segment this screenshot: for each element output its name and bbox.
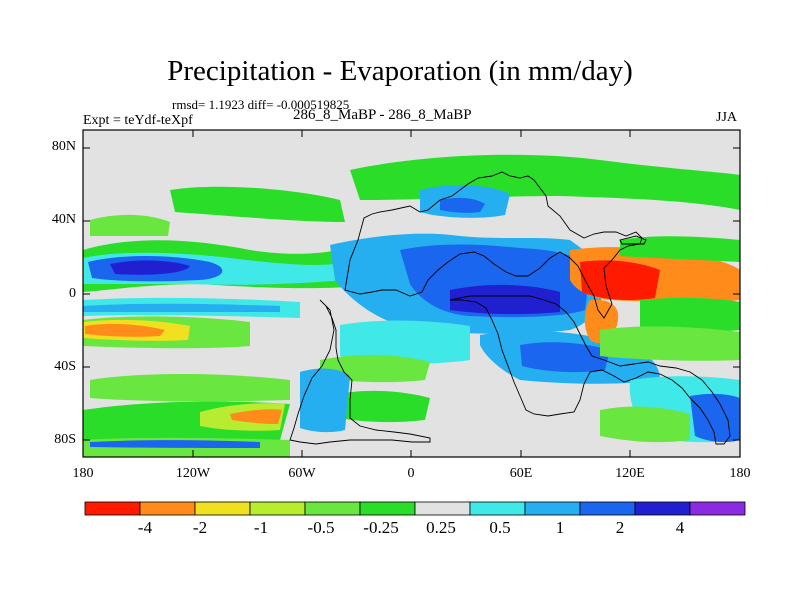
colorbar-box bbox=[469, 501, 526, 516]
colorbar-label: 0.5 bbox=[489, 518, 511, 537]
colorbar-box bbox=[579, 501, 636, 516]
field-region bbox=[90, 374, 290, 402]
colorbar-box bbox=[194, 501, 251, 516]
field-region bbox=[83, 303, 280, 312]
colorbar-box bbox=[524, 501, 581, 516]
lon-label: 120W bbox=[175, 466, 211, 481]
colorbar-box bbox=[249, 501, 306, 516]
lat-label: 0 bbox=[69, 286, 76, 301]
continent-outline bbox=[289, 299, 431, 445]
colorbar-box bbox=[689, 501, 746, 516]
field-region bbox=[580, 260, 660, 300]
field-region bbox=[600, 326, 740, 361]
colorbar-box bbox=[304, 501, 361, 516]
colorbar-label: -0.5 bbox=[307, 518, 335, 537]
field-region bbox=[170, 186, 345, 222]
field-region bbox=[340, 320, 470, 364]
colorbar-label: 2 bbox=[615, 518, 625, 537]
field-region bbox=[440, 197, 485, 213]
field-region bbox=[90, 214, 170, 236]
lon-label: 60E bbox=[509, 466, 533, 481]
field-region bbox=[230, 409, 282, 424]
map-field bbox=[83, 130, 740, 457]
colorbar-label: 1 bbox=[555, 518, 565, 537]
lon-ticks bbox=[192, 130, 631, 457]
lat-label: 80N bbox=[51, 139, 76, 154]
field-region bbox=[620, 236, 740, 262]
lat-label: 40S bbox=[54, 359, 76, 374]
lat-label: 40N bbox=[51, 212, 76, 227]
colorbar-box bbox=[139, 501, 196, 516]
season-label: JJA bbox=[716, 110, 738, 125]
colorbar-box bbox=[84, 501, 141, 516]
lat-ticks bbox=[83, 147, 740, 441]
colorbar bbox=[84, 501, 746, 516]
colorbar-label: -2 bbox=[192, 518, 208, 537]
lon-label: 120E bbox=[615, 466, 645, 481]
lon-label: 60W bbox=[288, 466, 316, 481]
colorbar-box bbox=[414, 501, 471, 516]
experiment-label: Expt = teYdf-teXpf bbox=[83, 113, 193, 128]
field-region bbox=[90, 440, 260, 448]
colorbar-box bbox=[359, 501, 416, 516]
field-region bbox=[690, 393, 740, 443]
field-region bbox=[330, 390, 430, 423]
colorbar-label: -1 bbox=[253, 518, 269, 537]
field-region bbox=[450, 284, 560, 315]
lon-label: 180 bbox=[72, 466, 94, 481]
colorbar-label: 0.25 bbox=[426, 518, 456, 537]
field-region bbox=[85, 323, 165, 337]
continent-outline bbox=[449, 295, 731, 445]
field-region bbox=[520, 342, 610, 373]
field-region bbox=[640, 297, 740, 333]
plot-title: Precipitation - Evaporation (in mm/day) bbox=[167, 55, 633, 87]
field-region bbox=[600, 406, 690, 443]
continent-outline bbox=[619, 235, 647, 245]
colorbar-label: -4 bbox=[137, 518, 153, 537]
stats-line: rmsd= 1.1923 diff= -0.000519825 bbox=[172, 97, 350, 112]
lon-label: 0 bbox=[407, 466, 415, 481]
field-region bbox=[110, 260, 190, 275]
lat-label: 80S bbox=[54, 432, 76, 447]
case-label: 286_8_MaBP - 286_8_MaBP bbox=[293, 107, 472, 123]
colorbar-label: -0.25 bbox=[363, 518, 399, 537]
colorbar-label: 4 bbox=[675, 518, 685, 537]
continent-outlines bbox=[289, 171, 731, 445]
colorbar-box bbox=[634, 501, 691, 516]
lon-label: 180 bbox=[729, 466, 751, 481]
field-region bbox=[300, 368, 350, 433]
